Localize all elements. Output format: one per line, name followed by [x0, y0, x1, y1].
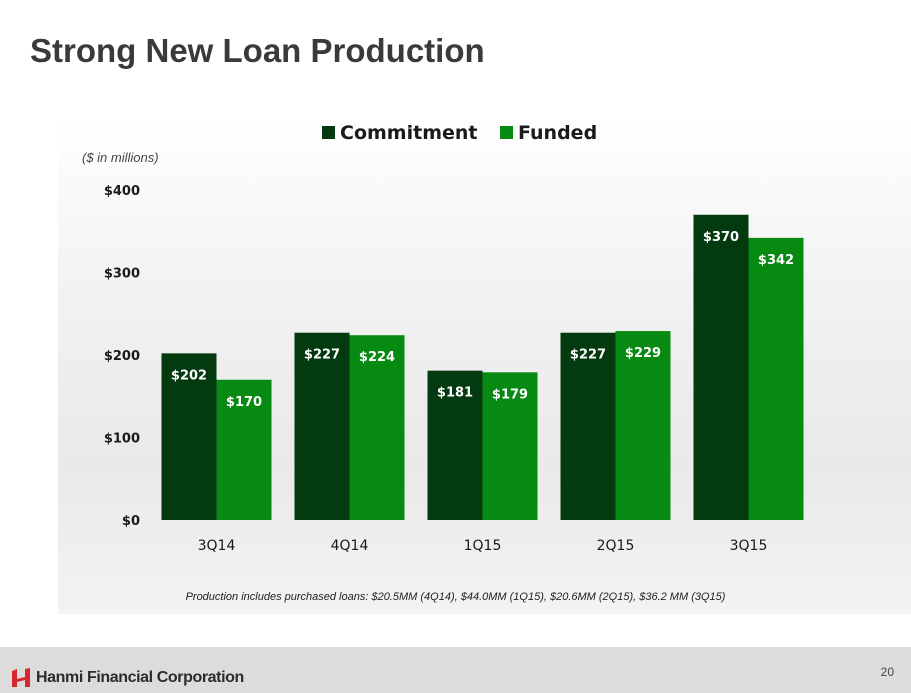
- data-label: $202: [171, 368, 207, 383]
- x-tick-label: 4Q14: [331, 538, 369, 554]
- bar-commitment-3q14: [161, 353, 217, 520]
- logo-text: Hanmi Financial Corporation: [36, 669, 244, 686]
- y-tick-label: $0: [122, 514, 140, 529]
- bar-funded-1q15: [482, 372, 538, 520]
- x-tick-label: 3Q14: [198, 538, 236, 554]
- page-number: 20: [880, 665, 894, 679]
- x-tick-label: 1Q15: [464, 538, 502, 554]
- bar-funded-3q15: [748, 237, 804, 520]
- hanmi-logo-icon: [12, 668, 30, 687]
- y-tick-label: $200: [104, 349, 140, 364]
- data-label: $370: [703, 230, 739, 245]
- data-label: $342: [758, 253, 794, 268]
- data-label: $227: [570, 348, 606, 363]
- data-label: $179: [492, 387, 528, 402]
- x-tick-label: 2Q15: [597, 538, 635, 554]
- bar-commitment-4q14: [294, 332, 350, 520]
- data-label: $181: [437, 386, 473, 401]
- data-label: $170: [226, 395, 262, 410]
- unit-note: ($ in millions): [82, 150, 159, 165]
- bar-commitment-2q15: [560, 332, 616, 520]
- y-tick-label: $300: [104, 267, 140, 282]
- legend-swatch-commitment: [322, 126, 335, 139]
- data-label: $227: [304, 348, 340, 363]
- bar-funded-2q15: [615, 331, 671, 520]
- bar-commitment-3q15: [693, 214, 749, 520]
- footer-bar: [0, 647, 911, 693]
- x-tick-label: 3Q15: [730, 538, 768, 554]
- legend-label-funded: Funded: [518, 122, 597, 144]
- slide-title: Strong New Loan Production: [30, 32, 485, 69]
- legend-label-commitment: Commitment: [340, 122, 477, 144]
- data-label: $224: [359, 350, 395, 365]
- data-label: $229: [625, 346, 661, 361]
- legend-swatch-funded: [500, 126, 513, 139]
- company-logo: Hanmi Financial Corporation: [10, 668, 244, 688]
- bar-funded-3q14: [216, 379, 272, 520]
- bar-funded-4q14: [349, 335, 405, 520]
- bar-chart: $0 $100 $200 $300 $400 $202 $170 3Q14 $227 $224 4Q…: [104, 122, 804, 554]
- y-tick-label: $400: [104, 184, 140, 199]
- bar-commitment-1q15: [427, 370, 483, 520]
- footnote: Production includes purchased loans: $20…: [185, 591, 726, 603]
- y-tick-label: $100: [104, 432, 140, 447]
